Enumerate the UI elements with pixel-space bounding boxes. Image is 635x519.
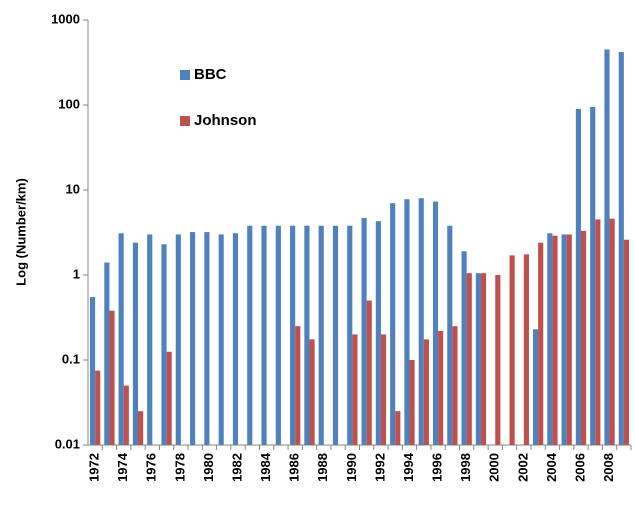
- bar: [347, 225, 353, 445]
- x-tick-label: 1998: [458, 453, 473, 482]
- x-tick-label: 1990: [344, 453, 359, 482]
- y-axis-title: Log (Number/km): [13, 178, 28, 286]
- bar: [190, 232, 196, 445]
- x-tick-label: 1984: [258, 452, 273, 482]
- bar: [395, 411, 401, 445]
- bar: [123, 385, 129, 445]
- bar: [623, 239, 629, 445]
- bar: [523, 254, 529, 445]
- bar: [590, 106, 596, 445]
- bar: [432, 201, 439, 445]
- bar: [290, 225, 296, 445]
- bar: [304, 225, 310, 445]
- x-tick-label: 1976: [144, 453, 159, 482]
- bar: [390, 203, 396, 445]
- bar: [404, 199, 410, 445]
- bar: [475, 273, 481, 445]
- bar: [595, 219, 601, 445]
- bar: [218, 234, 224, 445]
- y-tick-label: 1000: [51, 11, 80, 26]
- bar: [461, 251, 467, 445]
- bar: [552, 235, 558, 445]
- y-tick-label: 100: [58, 96, 80, 111]
- bar: [95, 370, 101, 445]
- bar: [532, 329, 539, 445]
- bar: [409, 360, 415, 445]
- x-tick-label: 1972: [87, 453, 102, 482]
- bar: [575, 108, 581, 445]
- bar: [447, 225, 453, 445]
- bar: [132, 242, 139, 445]
- bar: [580, 230, 587, 445]
- bar: [261, 225, 267, 445]
- x-tick-label: 2000: [487, 453, 502, 482]
- bar: [480, 273, 487, 445]
- bar: [509, 255, 515, 445]
- bar: [247, 225, 253, 445]
- bar: [609, 218, 615, 445]
- bar: [309, 339, 315, 445]
- bar: [161, 244, 167, 445]
- x-tick-label: 1978: [172, 453, 187, 482]
- x-tick-label: 1994: [401, 452, 416, 482]
- x-tick-label: 1992: [372, 453, 387, 482]
- bar: [232, 233, 239, 445]
- bar: [366, 300, 372, 445]
- x-tick-label: 1974: [115, 452, 130, 482]
- x-tick-label: 1982: [229, 453, 244, 482]
- bar: [104, 262, 110, 445]
- x-tick-label: 1988: [315, 453, 330, 482]
- legend-label: Johnson: [194, 112, 257, 129]
- bar: [604, 49, 610, 446]
- bar: [375, 221, 381, 445]
- bar: [561, 234, 567, 445]
- x-tick-label: 1996: [430, 453, 445, 482]
- bar: [295, 326, 301, 445]
- bar: [204, 232, 210, 445]
- bar: [452, 326, 458, 445]
- bar: [147, 234, 153, 445]
- bar: [466, 273, 472, 445]
- bar: [547, 233, 553, 445]
- legend-label: BBC: [194, 66, 227, 83]
- legend-swatch: [180, 116, 190, 126]
- bar: [352, 334, 358, 445]
- bar: [175, 234, 181, 445]
- x-tick-label: 2004: [544, 452, 559, 482]
- bar: [118, 233, 124, 445]
- bar: [566, 234, 572, 445]
- y-tick-label: 0.1: [62, 351, 80, 366]
- bar: [109, 310, 115, 445]
- y-tick-label: 0.01: [55, 436, 80, 451]
- bar: [618, 52, 624, 446]
- bar: [275, 225, 281, 445]
- bar: [423, 339, 429, 445]
- bar: [438, 330, 444, 445]
- bar: [418, 198, 424, 445]
- x-tick-label: 2002: [515, 453, 530, 482]
- x-tick-label: 1986: [287, 453, 302, 482]
- y-tick-label: 1: [73, 266, 80, 281]
- bar: [538, 242, 544, 445]
- x-tick-label: 1980: [201, 453, 216, 482]
- x-tick-label: 2006: [572, 453, 587, 482]
- legend-swatch: [180, 70, 190, 80]
- bar: [318, 225, 324, 445]
- bar: [361, 217, 367, 445]
- y-tick-label: 10: [66, 181, 80, 196]
- x-tick-label: 2008: [601, 453, 616, 482]
- bar: [332, 225, 339, 445]
- bar: [90, 297, 96, 445]
- bar: [380, 334, 387, 445]
- bar: [166, 351, 172, 445]
- bar: [138, 411, 144, 445]
- bar: [495, 275, 501, 445]
